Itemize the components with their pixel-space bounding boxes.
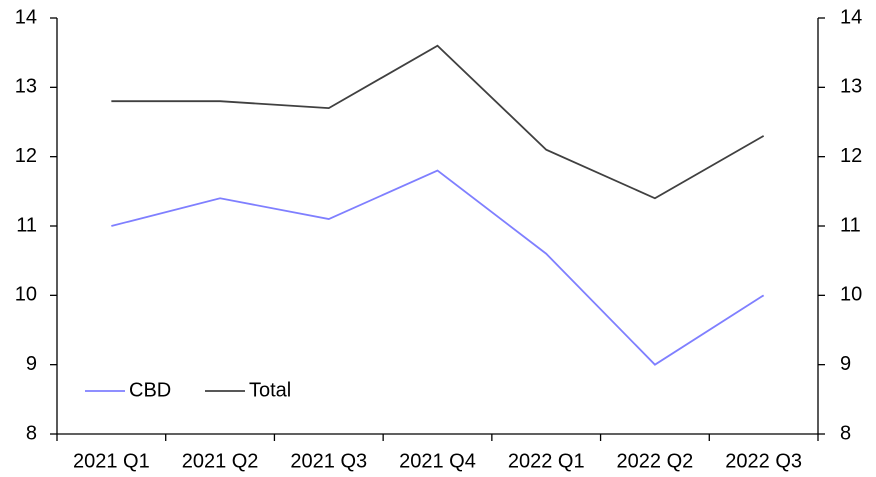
y2-tick-label: 12 xyxy=(840,145,862,167)
legend-label: Total xyxy=(249,379,291,401)
x-tick-label: 2021 Q4 xyxy=(399,450,476,472)
x-tick-label: 2022 Q2 xyxy=(617,450,694,472)
series-line xyxy=(111,169,765,366)
y2-tick-label: 13 xyxy=(840,76,862,98)
legend-label: CBD xyxy=(129,379,171,401)
x-tick-label: 2021 Q1 xyxy=(73,450,150,472)
y2-tick-label: 9 xyxy=(840,353,851,375)
y-tick-label: 9 xyxy=(26,353,37,375)
y-tick-label: 10 xyxy=(15,284,37,306)
y-tick-label: 12 xyxy=(15,145,37,167)
y2-tick-label: 11 xyxy=(840,214,861,236)
x-tick-label: 2021 Q2 xyxy=(182,450,259,472)
x-tick-label: 2022 Q3 xyxy=(725,450,802,472)
y-tick-label: 11 xyxy=(16,214,37,236)
y2-tick-label: 14 xyxy=(840,6,862,28)
y-tick-label: 8 xyxy=(26,422,37,444)
series-line xyxy=(111,44,765,200)
y-tick-label: 13 xyxy=(15,76,37,98)
y2-tick-label: 10 xyxy=(840,284,862,306)
y-tick-label: 14 xyxy=(15,6,37,28)
x-tick-label: 2022 Q1 xyxy=(508,450,585,472)
x-tick-label: 2021 Q3 xyxy=(290,450,367,472)
y2-tick-label: 8 xyxy=(840,422,851,444)
